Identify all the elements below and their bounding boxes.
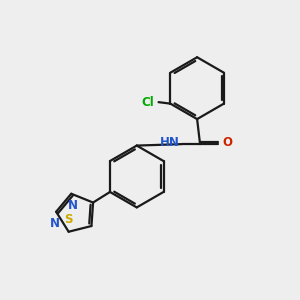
Text: Cl: Cl [141,96,154,109]
Text: O: O [222,136,232,149]
Text: N: N [68,199,78,212]
Text: S: S [64,213,73,226]
Text: N: N [50,217,60,230]
Text: HN: HN [160,136,179,148]
